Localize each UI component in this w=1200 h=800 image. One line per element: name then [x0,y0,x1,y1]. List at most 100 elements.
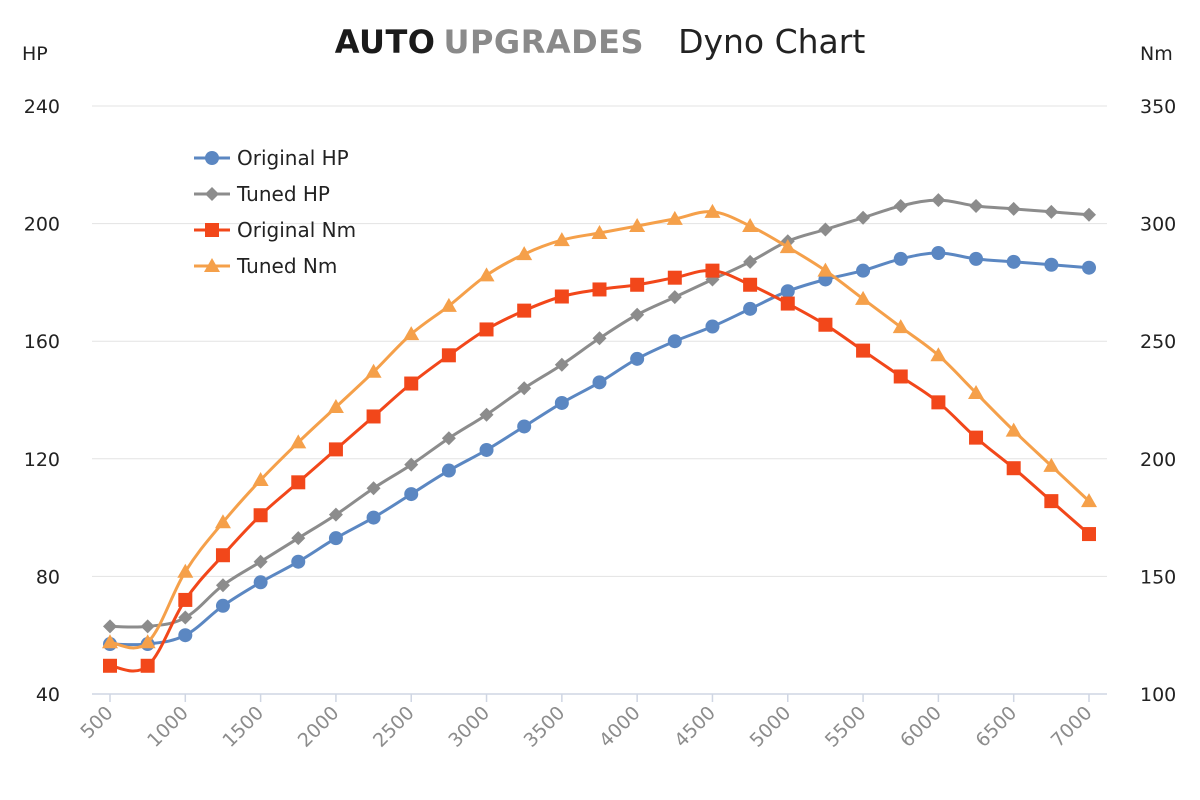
data-point-original-hp [630,351,645,366]
data-point-tuned-nm [742,217,759,232]
data-point-original-nm [705,263,720,278]
data-point-original-nm [893,369,908,384]
data-point-tuned-hp [366,481,381,496]
data-point-tuned-nm [930,347,947,362]
x-tick-label: 4000 [595,702,645,752]
data-point-original-hp [291,554,306,569]
legend-label-tuned-nm: Tuned Nm [236,254,337,278]
x-tick-label: 2000 [294,702,344,752]
data-point-original-nm [328,442,343,457]
x-tick-label: 4500 [670,702,720,752]
data-point-tuned-hp [178,610,193,625]
chart-title: AUTO UPGRADES Dyno Chart [0,22,1200,61]
data-point-original-hp [1044,257,1059,272]
data-point-tuned-nm [629,217,646,232]
data-point-tuned-nm [440,297,457,312]
y-left-axis-label: HP [22,43,48,65]
data-point-tuned-hp [1006,201,1021,216]
data-point-original-hp [1006,254,1021,269]
y-left-tick-label: 240 [24,96,60,118]
data-point-tuned-hp [140,619,155,634]
data-point-original-hp [780,284,795,299]
y-right-tick-label: 150 [1140,566,1176,588]
data-point-original-hp [253,575,268,590]
data-point-tuned-nm [365,363,382,378]
data-point-original-nm [743,277,758,292]
data-point-tuned-hp [479,407,494,422]
data-point-original-hp [215,598,230,613]
data-point-original-nm [291,475,306,490]
data-point-tuned-nm [968,384,985,399]
data-point-tuned-nm [1005,422,1022,437]
data-point-tuned-nm [1081,493,1097,508]
x-tick-label: 3000 [444,702,494,752]
data-point-original-nm [366,409,381,424]
data-point-tuned-nm [553,232,570,247]
data-point-tuned-hp [893,198,908,213]
y-left-tick-label: 40 [36,684,60,706]
data-point-tuned-hp [517,381,532,396]
data-point-original-hp [554,395,569,410]
data-point-original-nm [140,658,155,673]
data-point-tuned-nm [327,399,344,414]
data-point-original-nm [103,658,117,673]
legend-marker-tuned-hp [205,187,219,201]
data-point-tuned-nm [478,267,495,282]
y-right-tick-label: 350 [1140,96,1176,118]
x-tick-label: 6500 [971,702,1021,752]
data-point-tuned-hp [404,457,419,472]
data-point-tuned-hp [856,210,871,225]
data-point-original-nm [441,348,456,363]
data-point-tuned-nm [516,246,533,261]
data-point-original-hp [856,263,871,278]
data-point-original-hp [366,510,381,525]
data-point-tuned-hp [1044,204,1059,219]
data-point-tuned-hp [931,193,946,208]
legend-label-tuned-hp: Tuned HP [236,182,330,206]
data-point-tuned-nm [403,326,420,341]
y-right-tick-label: 200 [1140,449,1176,471]
brand-word-auto: AUTO [334,23,436,61]
data-point-tuned-nm [102,634,118,649]
data-point-original-hp [743,301,758,316]
data-point-tuned-hp [743,254,758,269]
series-tuned-hp [103,193,1096,634]
data-point-tuned-hp [1082,207,1096,222]
data-point-tuned-hp [630,307,645,322]
data-point-tuned-hp [592,331,607,346]
brand-word-upgrades: UPGRADES [443,23,645,61]
data-point-tuned-hp [253,554,268,569]
data-point-original-hp [178,628,193,643]
data-point-original-hp [931,246,946,260]
y-left-tick-label: 80 [36,566,60,588]
x-tick-label: 5000 [746,702,796,752]
data-point-tuned-hp [969,198,984,213]
legend-marker-original-hp [205,151,219,165]
data-point-original-nm [931,395,946,410]
data-point-original-hp [328,531,343,546]
x-tick-label: 3500 [520,702,570,752]
data-point-original-nm [856,343,871,358]
legend-marker-original-nm [205,223,219,237]
series-line-original-nm [109,268,1090,673]
data-point-tuned-nm [817,262,834,277]
data-point-tuned-hp [328,507,343,522]
y-right-tick-label: 250 [1140,331,1176,353]
y-left-tick-label: 120 [24,449,60,471]
data-point-tuned-nm [779,239,796,254]
data-point-tuned-hp [554,357,569,372]
data-point-original-hp [705,319,720,334]
data-point-tuned-nm [139,634,156,649]
data-point-original-nm [780,296,795,311]
data-point-original-nm [818,317,833,332]
data-point-original-nm [667,270,682,285]
data-point-original-nm [554,289,569,304]
x-tick-label: 2500 [369,702,419,752]
data-point-original-nm [1006,461,1021,476]
data-point-original-hp [893,251,908,266]
data-point-tuned-nm [666,210,683,225]
data-point-original-hp [592,375,607,390]
data-point-tuned-hp [667,290,682,305]
data-point-original-nm [215,548,230,563]
